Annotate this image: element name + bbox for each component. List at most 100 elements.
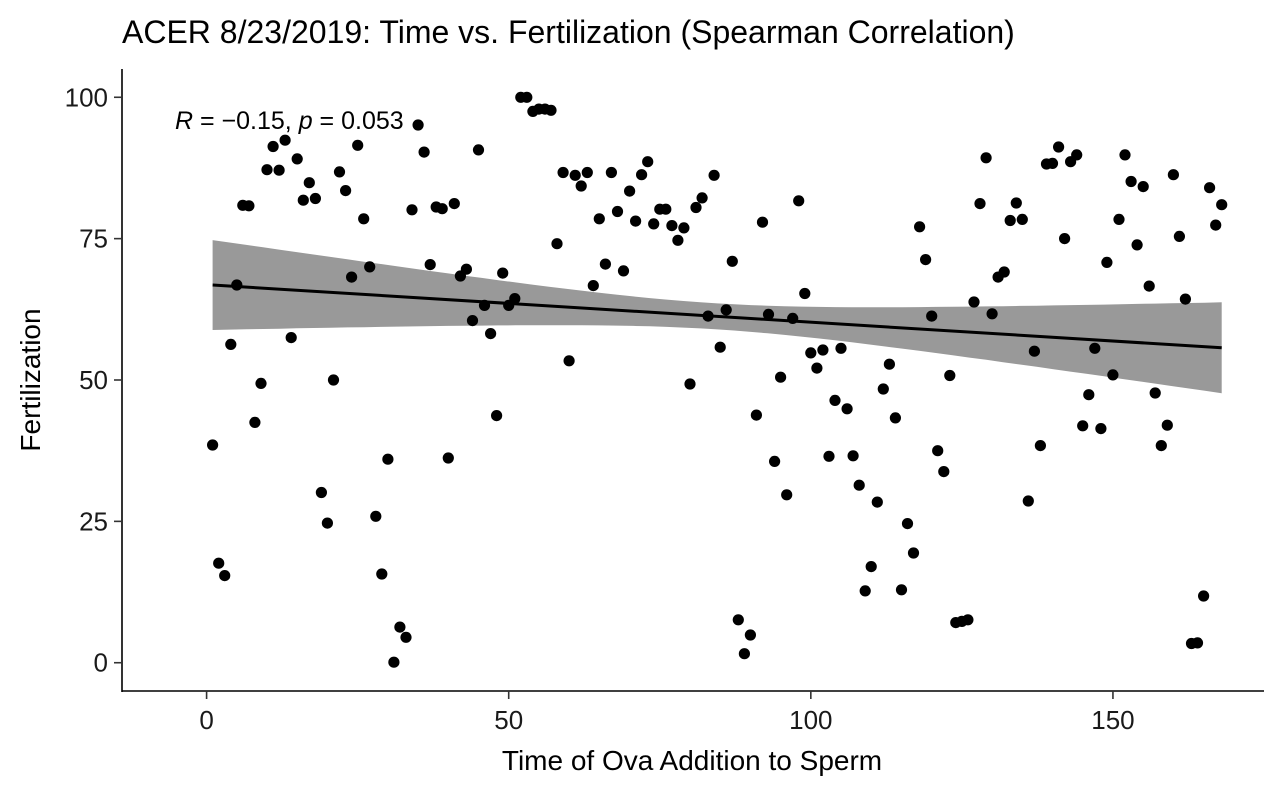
data-point [1059, 233, 1071, 245]
data-point [327, 374, 340, 386]
data-point [1149, 387, 1161, 399]
data-point [273, 164, 285, 176]
data-point [599, 258, 612, 270]
data-point [551, 238, 563, 250]
data-point [914, 221, 926, 233]
x-tick-label: 50 [494, 705, 523, 735]
data-point [611, 205, 624, 218]
data-point [642, 156, 654, 168]
data-point [793, 195, 805, 207]
p-value: = 0.053 [313, 107, 404, 135]
data-point [1004, 214, 1016, 227]
data-point [932, 445, 944, 457]
data-point [678, 222, 690, 234]
data-point [630, 215, 642, 227]
data-point [388, 656, 400, 668]
data-point [593, 213, 605, 225]
data-point [243, 200, 255, 212]
data-point [309, 192, 321, 205]
data-point [1173, 230, 1185, 242]
trend-line [212, 283, 1222, 350]
data-point [545, 104, 557, 116]
data-point [333, 166, 346, 178]
data-point [1028, 345, 1040, 357]
data-point [980, 152, 992, 164]
data-point [557, 166, 569, 179]
data-point [920, 254, 932, 266]
data-point [829, 394, 841, 406]
data-point [708, 169, 720, 181]
data-point [889, 412, 902, 424]
data-point [883, 358, 896, 370]
data-point [769, 455, 781, 467]
data-point [340, 185, 352, 197]
data-point [358, 213, 370, 225]
data-point [871, 496, 883, 508]
p-symbol: p [298, 107, 313, 135]
data-point [817, 344, 829, 356]
data-point [877, 383, 889, 395]
data-point [1125, 175, 1137, 188]
data-point [1198, 590, 1210, 602]
data-point [636, 169, 648, 181]
data-point [1107, 369, 1119, 381]
data-point [986, 308, 998, 320]
data-point [285, 332, 297, 344]
data-point [563, 355, 575, 367]
data-point [726, 255, 738, 267]
data-point [672, 234, 684, 246]
r-symbol: R [175, 107, 193, 135]
data-point [303, 177, 315, 189]
data-point [485, 328, 497, 340]
data-point [811, 362, 823, 374]
data-point [974, 198, 986, 210]
x-axis-title: Time of Ova Addition to Sperm [502, 745, 882, 776]
data-point [521, 91, 533, 103]
data-point [714, 341, 726, 353]
data-point [1053, 141, 1065, 153]
data-point [823, 450, 835, 462]
data-point [841, 403, 853, 415]
x-tick-label: 150 [1091, 705, 1134, 735]
plot-panel: R = −0.15, p = 0.053 [175, 91, 1228, 668]
data-point [648, 218, 660, 230]
data-point [315, 486, 327, 499]
data-point [781, 489, 793, 501]
data-point [442, 452, 454, 464]
data-point [1016, 213, 1028, 225]
data-point [1210, 219, 1222, 231]
axes: 0 50 100 150 0 25 50 75 100 [65, 69, 1264, 735]
data-point [460, 263, 472, 275]
data-point [346, 271, 358, 283]
data-point [907, 547, 920, 559]
y-tick-label: 0 [94, 648, 108, 678]
data-point [744, 629, 757, 641]
chart-title: ACER 8/23/2019: Time vs. Fertilization (… [122, 14, 1015, 50]
data-point [412, 119, 424, 131]
data-point [799, 287, 811, 300]
data-point [400, 631, 412, 643]
data-points [207, 91, 1228, 668]
data-point [1034, 440, 1046, 452]
x-axis-ticks: 0 50 100 150 [199, 691, 1135, 735]
data-point [581, 166, 593, 179]
data-point [436, 203, 448, 215]
data-point [835, 342, 847, 354]
data-point [376, 568, 388, 580]
data-point [267, 140, 279, 153]
data-point [1167, 169, 1179, 181]
data-point [666, 220, 678, 232]
data-point [738, 648, 751, 660]
data-point [696, 192, 708, 204]
data-point [1161, 419, 1173, 431]
data-point [1022, 495, 1034, 507]
data-point [847, 450, 859, 462]
data-point [762, 308, 775, 320]
data-point [291, 153, 303, 165]
data-point [1071, 149, 1083, 161]
data-point [962, 614, 974, 626]
data-point [756, 216, 769, 228]
data-point [1101, 256, 1113, 268]
data-point [660, 203, 672, 215]
data-point [853, 479, 865, 491]
